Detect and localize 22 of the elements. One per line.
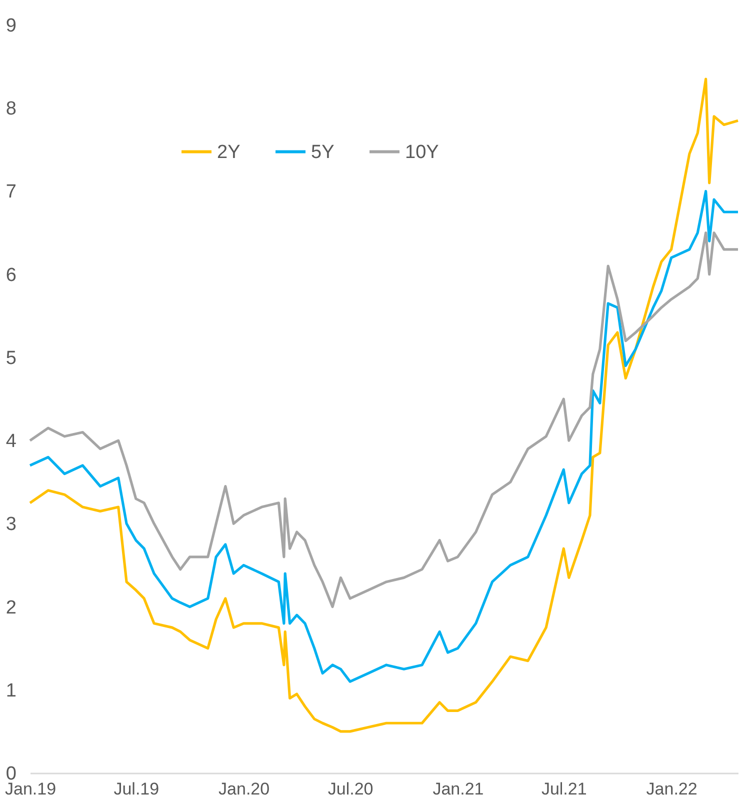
x-tick-label: Jan.22 [646,780,698,798]
y-tick-label: 3 [6,514,16,536]
y-tick-label: 8 [6,98,16,120]
legend-label: 10Y [405,142,440,163]
x-tick-label: Jan.20 [218,780,270,798]
legend-label: 5Y [311,142,335,163]
x-tick-label: Jan.19 [4,780,56,798]
line-series [28,231,740,608]
y-tick-label: 4 [6,431,17,452]
x-tick-label: Jul.21 [541,780,587,798]
y-tick-label: 6 [6,264,16,286]
x-tick-label: Jan.21 [432,780,484,798]
legend-label: 2Y [217,142,241,163]
line-series [28,190,740,683]
y-tick-label: 7 [6,182,16,203]
y-tick-label: 2 [6,597,16,618]
y-tick-label: 1 [6,680,16,702]
x-tick-label: Jul.19 [114,780,160,798]
y-tick-label: 9 [6,16,16,36]
x-tick-label: Jul.20 [328,780,374,798]
y-tick-label: 5 [6,348,16,369]
line-series [28,78,740,733]
